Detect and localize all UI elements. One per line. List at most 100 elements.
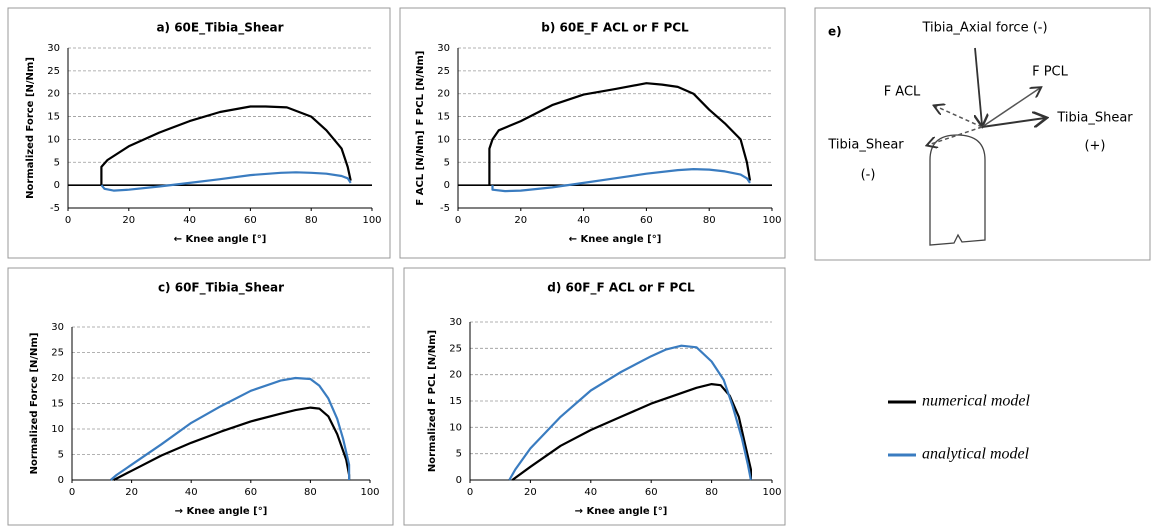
- y-tick-label: 0: [456, 475, 462, 486]
- shear-neg-sign: (-): [861, 168, 876, 183]
- series-line: [109, 376, 351, 481]
- x-tick-label: 100: [362, 215, 381, 226]
- x-tick-label: 40: [577, 215, 590, 226]
- shear-pos-arrow: [981, 118, 1045, 128]
- chart-title: d) 60F_F ACL or F PCL: [547, 281, 695, 296]
- y-tick-label: 20: [51, 373, 64, 384]
- y-tick-label: 10: [51, 424, 64, 435]
- legend-label: analytical model: [922, 446, 1030, 463]
- y-tick-label: -5: [50, 203, 60, 214]
- x-tick-label: 100: [762, 215, 781, 226]
- y-tick-label: 30: [449, 317, 462, 328]
- x-tick-label: 60: [640, 215, 653, 226]
- shear-neg-label: Tibia_Shear: [827, 138, 904, 153]
- x-tick-label: 0: [467, 487, 473, 498]
- diagram-panel: e) Tibia_Axial force (-) F PCL F ACL Tib…: [814, 7, 1151, 261]
- shear-pos-label: Tibia_Shear: [1056, 111, 1133, 126]
- x-tick-label: 40: [185, 487, 198, 498]
- series-line: [488, 82, 752, 186]
- x-tick-label: 60: [645, 487, 658, 498]
- y-tick-label: 10: [437, 134, 450, 145]
- y-tick-label: 30: [51, 322, 64, 333]
- y-tick-label: 5: [456, 449, 462, 460]
- tibia-shape: [929, 134, 986, 246]
- series-line: [100, 105, 352, 186]
- shear-pos-sign: (+): [1084, 139, 1105, 154]
- x-tick-label: 80: [705, 487, 718, 498]
- y-tick-label: 0: [54, 180, 60, 191]
- y-tick-label: 0: [58, 475, 64, 486]
- y-tick-label: 20: [449, 370, 462, 381]
- y-tick-label: 0: [444, 180, 450, 191]
- chart-panel: c) 60F_Tibia_Shear 0 5 10 15 20 25 30 0 20 40 60 80 1…: [7, 267, 394, 526]
- panel-frame: [403, 267, 786, 526]
- x-tick-label: 20: [514, 215, 527, 226]
- y-tick-label: 5: [444, 157, 450, 168]
- chart-title: a) 60E_Tibia_Shear: [156, 21, 283, 36]
- axial-arrow: [975, 47, 982, 125]
- acl-arrow: [935, 106, 983, 128]
- chart-title: c) 60F_Tibia_Shear: [158, 281, 284, 296]
- y-tick-label: 15: [47, 112, 60, 123]
- x-tick-label: 0: [455, 215, 461, 226]
- y-tick-label: 5: [58, 450, 64, 461]
- y-tick-label: 10: [47, 134, 60, 145]
- x-tick-label: 20: [122, 215, 135, 226]
- chart-panel: b) 60E_F ACL or F PCL -5 0 5 10 15 20 25 30 0 20 40…: [399, 7, 786, 259]
- y-axis-label: F ACL [N/Nm]: [415, 130, 426, 205]
- series-line: [491, 168, 751, 193]
- y-tick-label: 15: [437, 112, 450, 123]
- shear-neg-arrow: [928, 126, 983, 145]
- y-tick-label: 25: [449, 343, 462, 354]
- x-tick-label: 20: [524, 487, 537, 498]
- y-axis-label: Normalized F PCL [N/Nm]: [427, 330, 438, 472]
- series-line: [511, 383, 752, 481]
- y-tick-label: 30: [437, 43, 450, 54]
- x-tick-label: 0: [69, 487, 75, 498]
- panel-frame: [7, 267, 394, 526]
- y-tick-label: -5: [440, 203, 450, 214]
- chart-panel: a) 60E_Tibia_Shear -5 0 5 10 15 20 25 30 0 20 40 60 8…: [7, 7, 391, 259]
- x-tick-label: 0: [65, 215, 71, 226]
- axial-label: Tibia_Axial force (-): [921, 21, 1047, 36]
- y-tick-label: 25: [437, 66, 450, 77]
- y-tick-label: 25: [51, 348, 64, 359]
- x-tick-label: 100: [762, 487, 781, 498]
- y-tick-label: 20: [47, 89, 60, 100]
- y-tick-label: 25: [47, 66, 60, 77]
- y-tick-label: 20: [437, 89, 450, 100]
- chart-title: b) 60E_F ACL or F PCL: [541, 21, 689, 36]
- x-tick-label: 80: [305, 215, 318, 226]
- chart-panel: d) 60F_F ACL or F PCL 0 5 10 15 20 25 30 0 20 40 60…: [403, 267, 786, 526]
- x-tick-label: 40: [584, 487, 597, 498]
- acl-label: F ACL: [884, 85, 921, 100]
- x-tick-label: 60: [244, 487, 257, 498]
- x-tick-label: 80: [703, 215, 716, 226]
- pcl-arrow: [981, 88, 1040, 128]
- x-axis-label: → Knee angle [°]: [575, 506, 668, 517]
- panel-label: e): [828, 25, 842, 39]
- y-tick-label: 30: [47, 43, 60, 54]
- series-line: [508, 344, 752, 481]
- x-axis-label: ← Knee angle [°]: [569, 234, 662, 245]
- series-line: [113, 406, 351, 481]
- x-tick-label: 20: [125, 487, 138, 498]
- x-axis-label: → Knee angle [°]: [175, 506, 268, 517]
- pcl-label: F PCL: [1032, 65, 1069, 80]
- series-line: [100, 171, 352, 192]
- x-axis-label: ← Knee angle [°]: [174, 234, 267, 245]
- x-tick-label: 100: [360, 487, 379, 498]
- y-tick-label: 5: [54, 157, 60, 168]
- y-axis-label: Normalized Force [N/Nm]: [29, 333, 40, 475]
- x-tick-label: 80: [304, 487, 317, 498]
- x-tick-label: 60: [244, 215, 257, 226]
- y-tick-label: 15: [449, 396, 462, 407]
- panel-frame: [399, 7, 786, 259]
- y-tick-label: 15: [51, 399, 64, 410]
- y-axis-label: F PCL [N/Nm]: [415, 51, 426, 126]
- y-axis-label: Normalized Force [N/Nm]: [25, 57, 36, 199]
- legend-label: numerical model: [922, 393, 1031, 410]
- x-tick-label: 40: [183, 215, 196, 226]
- y-tick-label: 10: [449, 422, 462, 433]
